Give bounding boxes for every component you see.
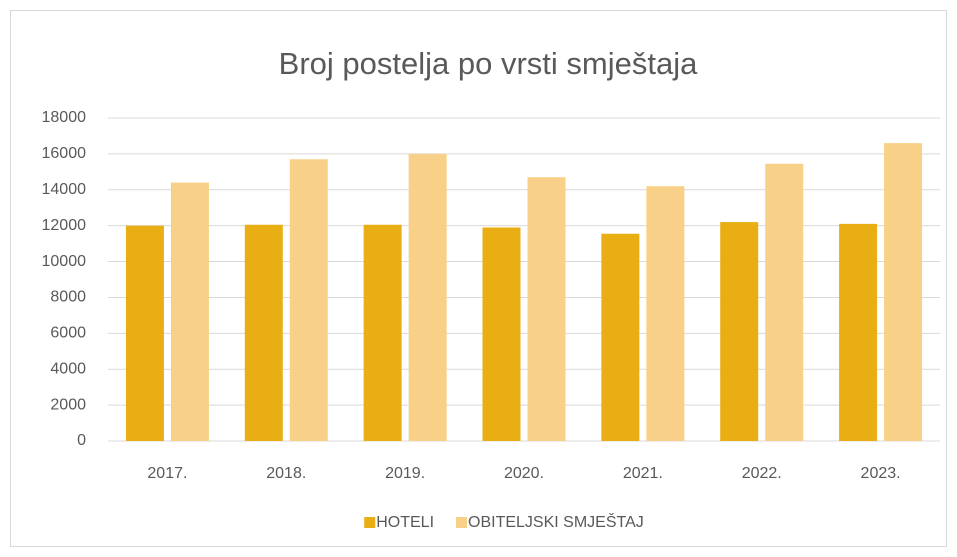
bar [884,143,923,441]
y-tick-label: 2000 [50,396,86,413]
y-tick-label: 12000 [42,217,87,234]
y-tick-label: 6000 [50,325,86,342]
x-tick-label: 2020. [504,465,544,482]
legend-label: HOTELI [376,514,434,531]
x-tick-label: 2023. [861,465,901,482]
bar [839,223,878,441]
y-tick-label: 14000 [42,181,87,198]
bar [527,177,566,441]
x-tick-label: 2022. [742,465,782,482]
y-tick-label: 16000 [42,145,87,162]
y-tick-label: 10000 [42,253,87,270]
y-tick-label: 0 [77,432,86,449]
legend-label: OBITELJSKI SMJEŠTAJ [468,512,644,531]
x-tick-label: 2019. [385,465,425,482]
y-tick-label: 18000 [42,109,87,126]
bar [720,222,759,441]
bar [244,224,283,441]
bar [363,224,402,441]
bar [408,153,447,441]
bar [646,186,685,441]
x-tick-label: 2017. [147,465,187,482]
bar [289,159,328,441]
legend-swatch [456,517,468,528]
x-tick-label: 2018. [266,465,306,482]
bar [125,225,164,441]
y-tick-label: 4000 [50,360,86,377]
x-tick-label: 2021. [623,465,663,482]
bar [765,163,804,441]
legend-swatch [364,517,376,528]
bar [601,233,640,441]
chart-title: Broj postelja po vrsti smještaja [279,46,698,81]
bar [170,182,209,441]
bar [482,227,521,441]
y-tick-label: 8000 [50,289,86,306]
